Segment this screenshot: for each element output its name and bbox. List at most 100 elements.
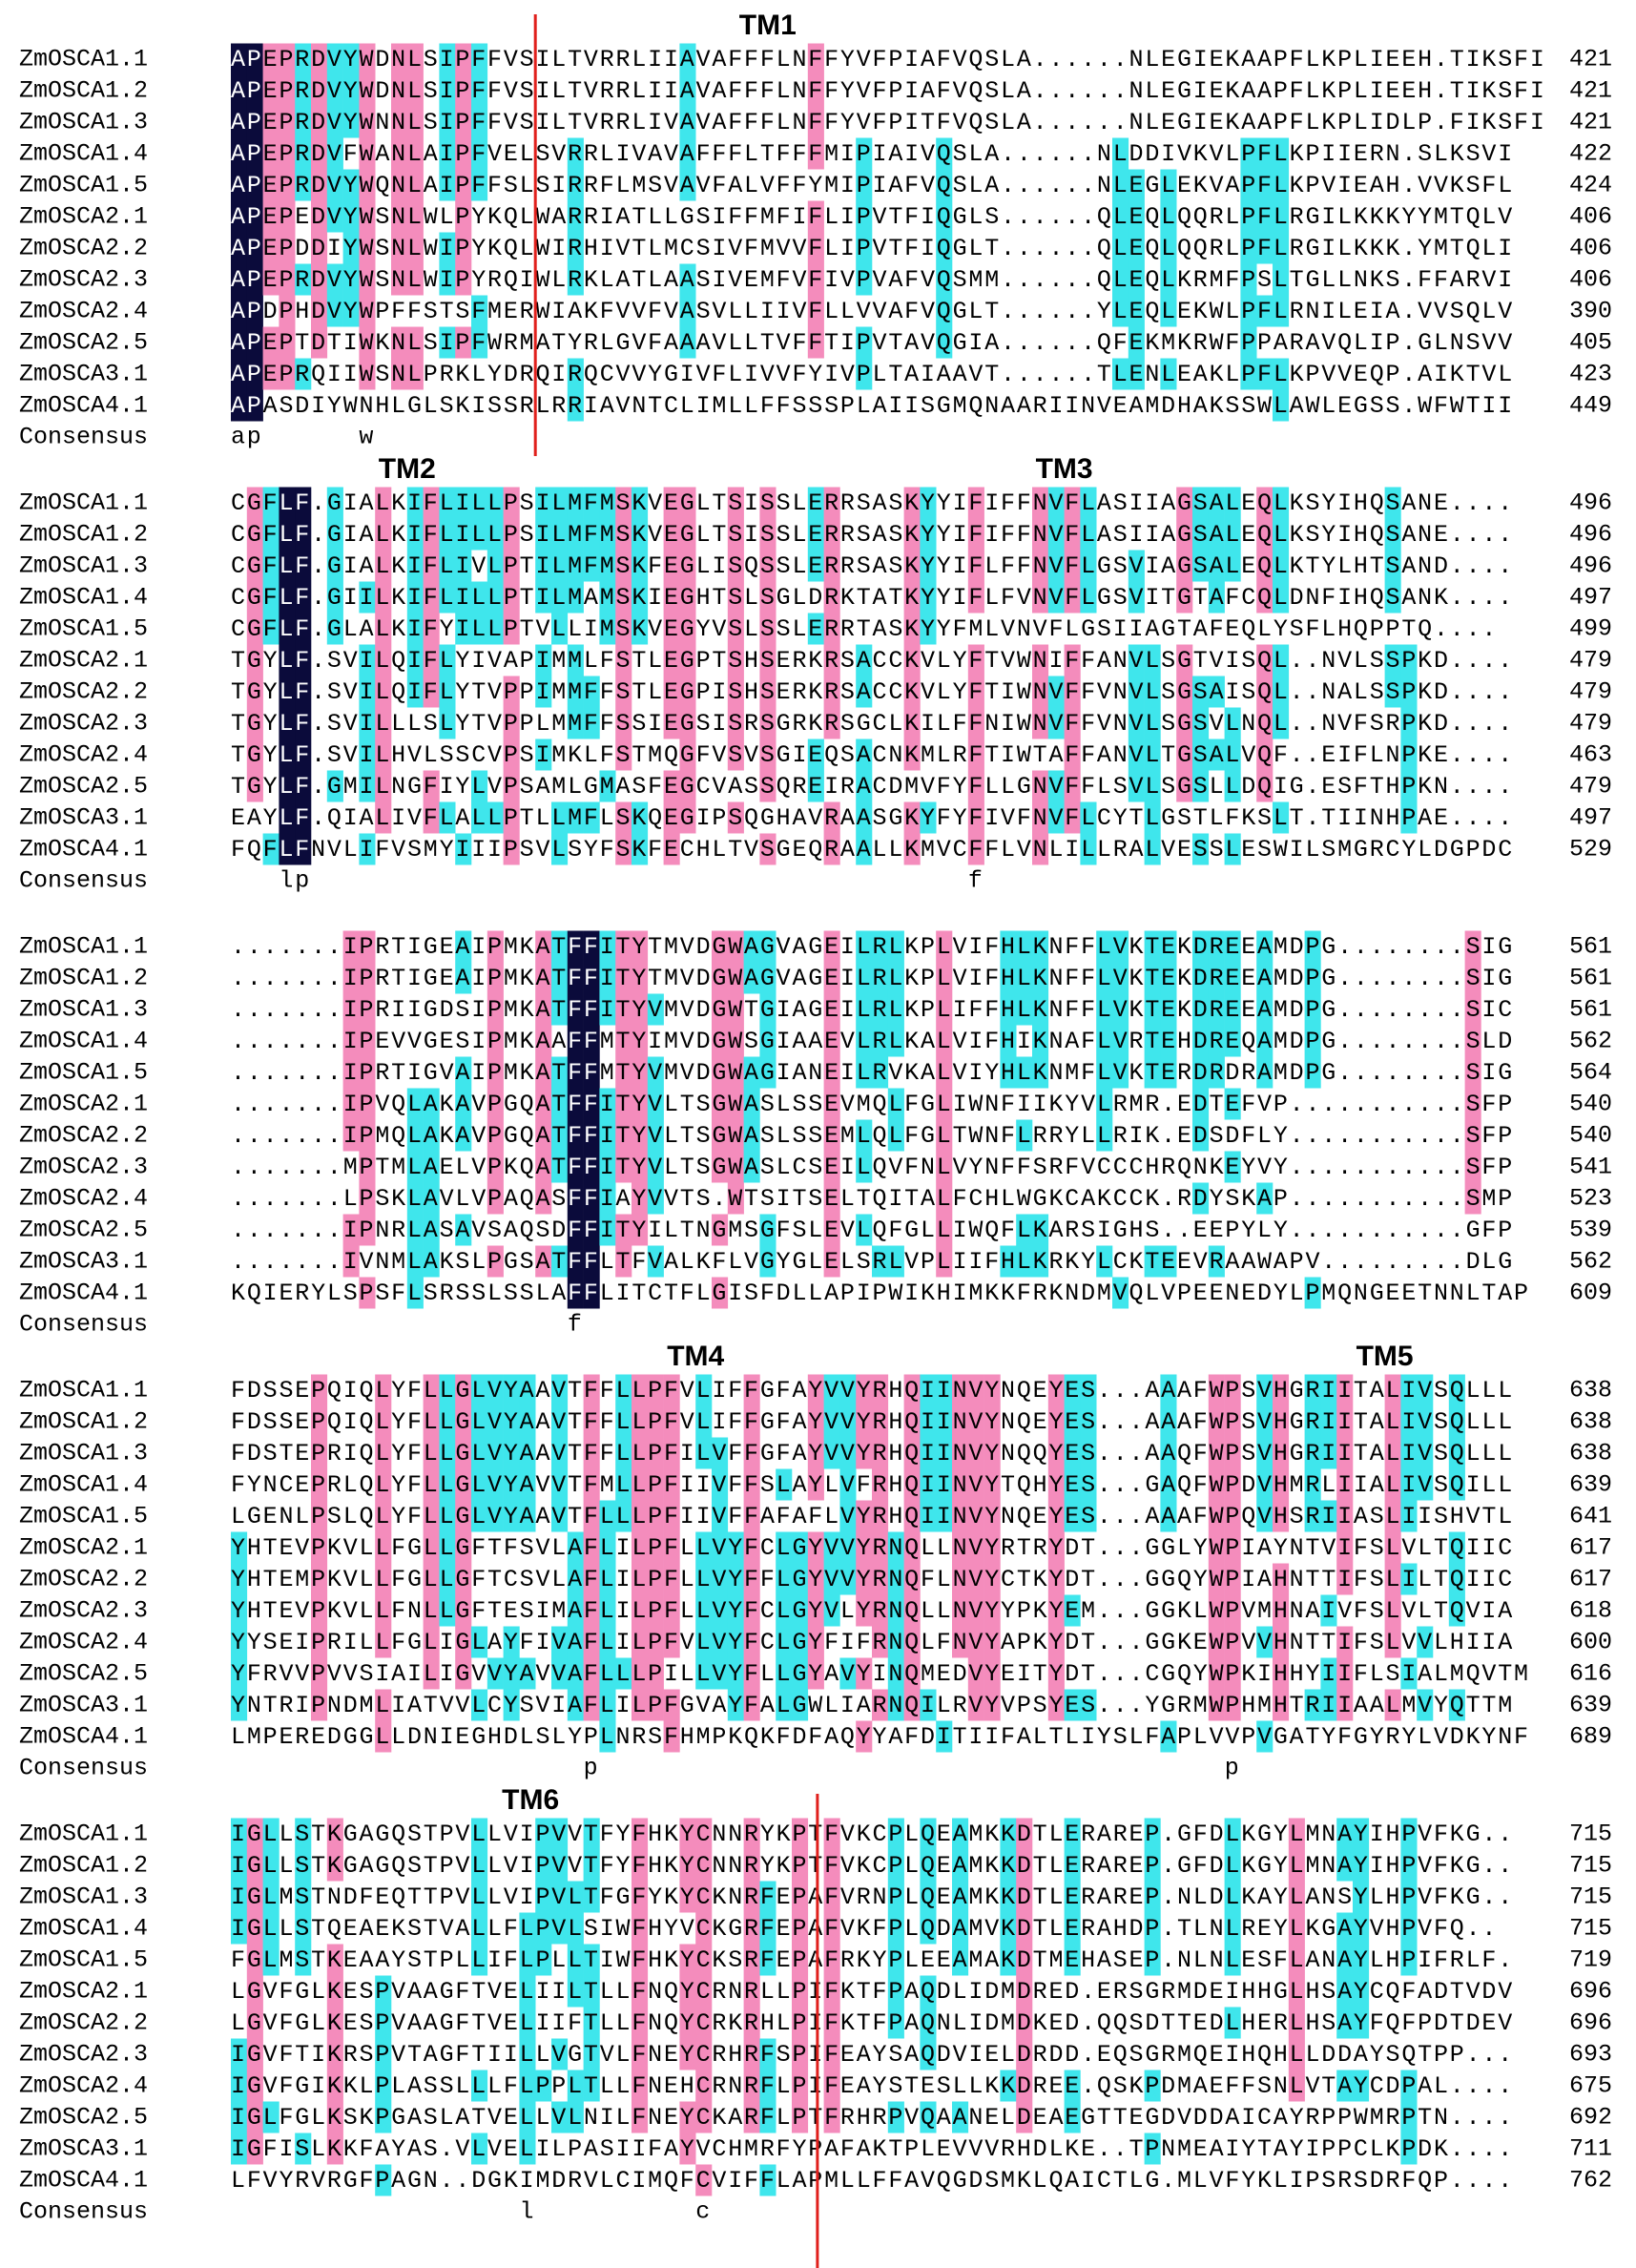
sequence: TGYLF.SVILQIFLYTVPPIMMFFSTLEGPISHSERKRSA… — [231, 678, 1514, 706]
residue-highlight — [311, 200, 328, 233]
sequence-name: ZmOSCA2.1 — [19, 1091, 148, 1118]
residue-highlight — [807, 232, 824, 264]
position-number: 616 — [1569, 1660, 1612, 1688]
position-number: 406 — [1569, 266, 1612, 294]
residue-highlight — [359, 74, 376, 107]
sequence-name: ZmOSCA1.1 — [19, 1821, 148, 1848]
sequence-name: ZmOSCA1.1 — [19, 933, 148, 961]
sequence: .......IPVQLAKAVPGQATFFITYVLTSGWASLSSEVM… — [231, 1091, 1514, 1118]
residue-highlight — [279, 263, 296, 296]
residue-highlight — [311, 263, 328, 296]
position-number: 692 — [1569, 2104, 1612, 2132]
sequence: LGENLPSLQLYFLLGLVYAAVTFLLLPFIIVFFAFAFLVY… — [231, 1503, 1514, 1530]
sequence-name: ZmOSCA1.4 — [19, 1028, 148, 1055]
position-number: 564 — [1569, 1059, 1612, 1087]
alignment-row: ZmOSCA4.1 KQIERYLSPSFLSRSSLSSLAFFLITCTFLG… — [19, 1277, 1612, 1309]
sequence: EAYLF.QIALIVFLALLPTLLMFLSKQEGIPSQGHAVRAA… — [231, 804, 1514, 832]
residue-highlight — [406, 200, 424, 233]
residue-highlight — [471, 74, 488, 107]
residue-highlight — [1240, 200, 1257, 233]
sequence-name: ZmOSCA2.5 — [19, 329, 148, 357]
residue-highlight — [455, 169, 472, 201]
residue-highlight — [439, 232, 456, 264]
alignment-row: ZmOSCA2.1 APEPEDVYWSNLWLPYKQLWARRIATLLGSI… — [19, 200, 1612, 233]
position-number: 421 — [1569, 46, 1612, 73]
residue-highlight — [1160, 232, 1177, 264]
alignment-row: ZmOSCA1.5 CGFLF.GLALKIFYILLPTVLLIMSKVEGYV… — [19, 613, 1612, 645]
position-number: 689 — [1569, 1723, 1612, 1751]
sequence: FDSSEPQIQLYFLLGLVYAAVTFFLLPFVLIFFGFAYVVY… — [231, 1408, 1514, 1436]
position-number: 463 — [1569, 741, 1612, 769]
residue-highlight — [1240, 137, 1257, 170]
position-number: 496 — [1569, 521, 1612, 549]
alignment-row: ZmOSCA2.3 APEPRDVYWSNLWIPYRQIWLRKLATLAASI… — [19, 263, 1612, 296]
alignment-row: ZmOSCA1.3 IGLMSTNDFEQTTPVLLVIPVLTFGFYKYCK… — [19, 1881, 1612, 1913]
alignment-row: ZmOSCA1.4 .......IPEVVGESIPMKAAFFMTYIMVDG… — [19, 1025, 1612, 1057]
residue-highlight — [231, 43, 248, 75]
residue-highlight — [406, 232, 424, 264]
sequence-name: ZmOSCA2.5 — [19, 1660, 148, 1688]
position-number: 406 — [1569, 203, 1612, 231]
sequence-name: ZmOSCA1.1 — [19, 46, 148, 73]
sequence-name: ZmOSCA2.1 — [19, 203, 148, 231]
residue-highlight — [1256, 200, 1274, 233]
tm-label: TM2 — [379, 453, 436, 485]
sequence: .......IPRTIGEAIPMKATFFITYTMVDGWAGVAGEIL… — [231, 965, 1514, 992]
residue-highlight — [262, 200, 280, 233]
alignment-row: ZmOSCA2.2 TGYLF.SVILQIFLYTVPPIMMFFSTLEGPI… — [19, 676, 1612, 708]
alignment-row: ZmOSCA1.4 IGLLSTQEAEKSTVALLFLPVLSIWFHYVCK… — [19, 1912, 1612, 1945]
residue-highlight — [567, 232, 584, 264]
residue-highlight — [567, 137, 584, 170]
alignment-row: ZmOSCA1.2 FDSSEPQIQLYFLLGLVYAAVTFFLLPFVLI… — [19, 1405, 1612, 1438]
sequence-name: ZmOSCA1.4 — [19, 1471, 148, 1499]
residue-highlight — [406, 169, 424, 201]
residue-highlight — [391, 106, 408, 138]
sequence-name: ZmOSCA1.3 — [19, 1440, 148, 1467]
residue-highlight — [1160, 200, 1177, 233]
sequence-name: ZmOSCA2.5 — [19, 1217, 148, 1244]
sequence-name: ZmOSCA1.5 — [19, 1503, 148, 1530]
position-number: 529 — [1569, 836, 1612, 864]
residue-highlight — [342, 232, 360, 264]
alignment-row: ZmOSCA4.1 APASDIYWNHLGLSKISSRLRRIAVNTCLIM… — [19, 389, 1612, 422]
sequence-name: ZmOSCA1.2 — [19, 965, 148, 992]
residue-highlight — [231, 200, 248, 233]
residue-highlight — [326, 106, 343, 138]
residue-highlight — [439, 74, 456, 107]
residue-highlight — [406, 137, 424, 170]
sequence-name: ZmOSCA4.1 — [19, 1723, 148, 1751]
residue-highlight — [295, 43, 312, 75]
residue-highlight — [359, 137, 376, 170]
position-number: 715 — [1569, 1821, 1612, 1848]
sequence: CGFLF.GLALKIFYILLPTVLLIMSKVEGYVSLSSLERRT… — [231, 615, 1498, 643]
consensus-label: Consensus — [19, 1755, 148, 1782]
sequence: FYNCEPRLQLYFLLGLVYAVVTFMLLPFIIVFFSLAYLVF… — [231, 1471, 1514, 1499]
residue-highlight — [1112, 137, 1129, 170]
tm-label: TM6 — [502, 1784, 559, 1816]
consensus: ap w — [231, 424, 375, 451]
residue-highlight — [359, 200, 376, 233]
residue-highlight — [936, 169, 953, 201]
residue-highlight — [342, 106, 360, 138]
alignment-row: ZmOSCA2.4 IGVFGIKKLPLASSLLLFLPPLTLLFNEHCR… — [19, 2070, 1612, 2102]
residue-highlight — [262, 232, 280, 264]
sequence-name: ZmOSCA1.5 — [19, 172, 148, 199]
sequence: YHTEMPKVLLFGLLGFTCSVLAFLILPFLLVYFFLGYVVY… — [231, 1566, 1514, 1593]
position-number: 675 — [1569, 2072, 1612, 2100]
sequence: CGFLF.GIALKIFLIVLPTILMFMSKFEGLISQSSLERRS… — [231, 552, 1514, 580]
residue-highlight — [936, 200, 953, 233]
residue-highlight — [326, 74, 343, 107]
alignment-row: ZmOSCA1.2 .......IPRTIGEAIPMKATFFITYTMVDG… — [19, 962, 1612, 994]
residue-highlight — [439, 137, 456, 170]
sequence: APASDIYWNHLGLSKISSRLRRIAVNTCLIMLLFFSSSPL… — [231, 392, 1514, 420]
alignment-row: ZmOSCA2.2 LGVFGLKESPVAAGFTVELIIFTLLFNQYCR… — [19, 2007, 1612, 2039]
sequence-name: ZmOSCA4.1 — [19, 2167, 148, 2195]
residue-highlight — [279, 74, 296, 107]
sequence-name: ZmOSCA1.1 — [19, 1377, 148, 1404]
residue-highlight — [391, 232, 408, 264]
residue-highlight — [311, 106, 328, 138]
sequence: IGVFGIKKLPLASSLLLFLPPLTLLFNEHCRNRFLPIFEA… — [231, 2072, 1514, 2100]
residue-highlight — [311, 43, 328, 75]
position-number: 479 — [1569, 773, 1612, 801]
sequence: IGLMSTNDFEQTTPVLLVIPVLTFGFYKYCKNRFEPAFVR… — [231, 1883, 1514, 1911]
